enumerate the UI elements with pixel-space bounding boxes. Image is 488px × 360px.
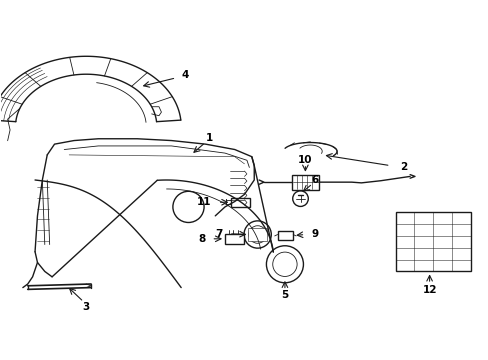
Text: 1: 1 (205, 133, 213, 143)
Text: 10: 10 (298, 154, 312, 165)
Text: 9: 9 (311, 229, 318, 239)
Text: 6: 6 (311, 175, 318, 185)
Text: 5: 5 (281, 291, 288, 301)
Text: 3: 3 (82, 302, 90, 312)
Text: 12: 12 (422, 285, 436, 296)
Bar (248, 228, 266, 241)
Text: 8: 8 (198, 234, 205, 244)
Bar (231, 198, 249, 207)
Text: 2: 2 (400, 162, 407, 172)
Bar (292, 175, 318, 190)
Text: 4: 4 (181, 69, 188, 80)
Bar (395, 212, 470, 271)
Text: 11: 11 (197, 197, 211, 207)
Text: 7: 7 (215, 229, 222, 239)
Bar (277, 231, 293, 240)
Bar (224, 234, 243, 244)
